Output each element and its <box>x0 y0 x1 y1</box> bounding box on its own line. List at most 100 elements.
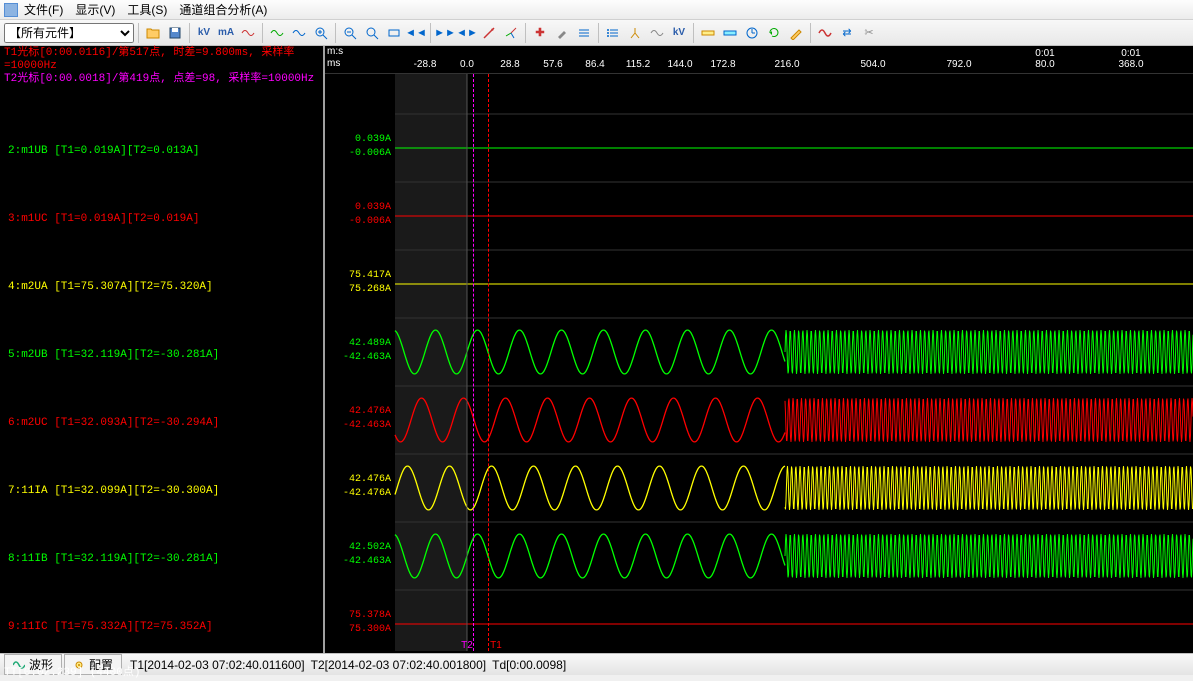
menu-tools[interactable]: 工具(S) <box>127 1 167 18</box>
cursor-t1-line[interactable] <box>488 74 489 651</box>
toolbar-separator <box>810 23 811 43</box>
toolbar-wave1-button[interactable] <box>238 23 258 43</box>
toolbar-zoomin-button[interactable] <box>311 23 331 43</box>
toolbar-ruler2-button[interactable] <box>720 23 740 43</box>
y-label-lo: -42.463A <box>343 352 391 363</box>
toolbar-plus-button[interactable]: ✚ <box>530 23 550 43</box>
status-t2: T2[2014-02-03 07:02:40.001800] <box>311 658 486 672</box>
y-label-hi: 42.476A <box>349 474 391 485</box>
time-tick: 792.0 <box>946 48 971 70</box>
toolbar-list1-button[interactable] <box>574 23 594 43</box>
toolbar-kV2-button[interactable]: kV <box>669 23 689 43</box>
y-label-hi: 42.489A <box>349 338 391 349</box>
menu-view[interactable]: 显示(V) <box>75 1 115 18</box>
y-label-lo: -0.006A <box>349 216 391 227</box>
toolbar-clock-button[interactable] <box>742 23 762 43</box>
channel-label[interactable]: 7:11IA [T1=32.099A][T2=-30.300A] <box>0 457 323 525</box>
toolbar-swap-button[interactable]: ⇄ <box>837 23 857 43</box>
toolbar-right-button[interactable]: ►► <box>435 23 455 43</box>
toolbar-wave3-button[interactable] <box>289 23 309 43</box>
time-axis-unit: m:s ms <box>327 46 343 70</box>
channel-label[interactable]: 2:m1UB [T1=0.019A][T2=0.013A] <box>0 117 323 185</box>
channel-label[interactable]: 8:11IB [T1=32.119A][T2=-30.281A] <box>0 525 323 593</box>
time-tick: 86.4 <box>585 48 604 70</box>
toolbar-folder-button[interactable] <box>143 23 163 43</box>
time-tick: 144.0 <box>667 48 692 70</box>
cursor-t2-line[interactable] <box>473 74 474 651</box>
toolbar-tool-button[interactable] <box>552 23 572 43</box>
toolbar-separator <box>262 23 263 43</box>
menubar: 文件(F) 显示(V) 工具(S) 通道组合分析(A) <box>0 0 1193 20</box>
toolbar-separator <box>335 23 336 43</box>
toolbar-separator <box>598 23 599 43</box>
toolbar-separator <box>525 23 526 43</box>
cursor-t2-tag: T2 <box>461 640 473 651</box>
toolbar-both-button[interactable]: ◄► <box>457 23 477 43</box>
toolbar: 【所有元件】 kVmA◄◄►►◄►✚kV⇄✂ <box>0 20 1193 46</box>
toolbar-zoom1-button[interactable] <box>362 23 382 43</box>
status-td: Td[0:00.0098] <box>492 658 566 672</box>
time-tick: 57.6 <box>543 48 562 70</box>
time-tick: 216.0 <box>774 48 799 70</box>
toolbar-separator <box>189 23 190 43</box>
toolbar-wave2-button[interactable] <box>267 23 287 43</box>
channel-label[interactable]: 3:m1UC [T1=0.019A][T2=0.019A] <box>0 185 323 253</box>
toolbar-wave4-button[interactable] <box>647 23 667 43</box>
waveform-panel: m:s ms -28.8 0.0 28.8 57.6 86.4 115.2 14… <box>323 46 1193 653</box>
time-tick: 0:01368.0 <box>1118 48 1143 70</box>
toolbar-edit-button[interactable] <box>786 23 806 43</box>
y-label-lo: 75.300A <box>349 624 391 635</box>
cursor-t1-info: T1光标[0:00.0116]/第517点, 时差=9.800ms, 采样率=1… <box>4 47 319 73</box>
toolbar-save-button[interactable] <box>165 23 185 43</box>
app-icon <box>4 3 18 17</box>
time-axis: m:s ms -28.8 0.0 28.8 57.6 86.4 115.2 14… <box>325 46 1193 74</box>
time-tick: 28.8 <box>500 48 519 70</box>
toolbar-branch-button[interactable] <box>625 23 645 43</box>
menu-file[interactable]: 文件(F) <box>24 1 63 18</box>
y-label-hi: 0.039A <box>355 134 391 145</box>
y-label-hi: 0.039A <box>355 202 391 213</box>
toolbar-vec-button[interactable] <box>479 23 499 43</box>
y-label-lo: -42.463A <box>343 556 391 567</box>
time-tick: 115.2 <box>626 48 650 70</box>
cursor-t2-info: T2光标[0:00.0018]/第419点, 点差=98, 采样率=10000H… <box>4 73 319 86</box>
channel-list: 2:m1UB [T1=0.019A][T2=0.013A]3:m1UC [T1=… <box>0 87 323 661</box>
toolbar-list2-button[interactable] <box>603 23 623 43</box>
wave-area[interactable]: 0.039A -0.006A 0.039A -0.006A 75.417A 75.268A… <box>325 74 1193 651</box>
time-tick: 504.0 <box>860 48 885 70</box>
toolbar-vec2-button[interactable] <box>501 23 521 43</box>
y-label-lo: -42.463A <box>343 420 391 431</box>
toolbar-refresh-button[interactable] <box>764 23 784 43</box>
toolbar-separator <box>693 23 694 43</box>
time-tick: 172.8 <box>710 48 735 70</box>
workspace: T1光标[0:00.0116]/第517点, 时差=9.800ms, 采样率=1… <box>0 46 1193 653</box>
toolbar-mA-button[interactable]: mA <box>216 23 236 43</box>
toolbar-fit-button[interactable] <box>384 23 404 43</box>
toolbar-scissors-button[interactable]: ✂ <box>859 23 879 43</box>
channel-label[interactable]: 6:m2UC [T1=32.093A][T2=-30.294A] <box>0 389 323 457</box>
component-select[interactable]: 【所有元件】 <box>4 23 134 43</box>
cursor-info: T1光标[0:00.0116]/第517点, 时差=9.800ms, 采样率=1… <box>0 46 323 87</box>
toolbar-ruler-button[interactable] <box>698 23 718 43</box>
toolbar-separator <box>138 23 139 43</box>
cursor-t1-tag: T1 <box>490 640 502 651</box>
y-label-hi: 75.378A <box>349 610 391 621</box>
y-label-lo: -0.006A <box>349 148 391 159</box>
toolbar-zoomout-button[interactable] <box>340 23 360 43</box>
menu-analysis[interactable]: 通道组合分析(A) <box>179 1 267 18</box>
time-tick: 0.0 <box>460 48 474 70</box>
left-footer: TT[0:02.239] (4400点) <box>0 661 323 681</box>
y-label-hi: 75.417A <box>349 270 391 281</box>
time-tick: 0:0180.0 <box>1035 48 1054 70</box>
channel-label[interactable]: 9:11IC [T1=75.332A][T2=75.352A] <box>0 593 323 661</box>
time-tick: -28.8 <box>414 48 437 70</box>
y-label-hi: 42.502A <box>349 542 391 553</box>
wave-svg <box>325 74 1193 651</box>
channel-label[interactable]: 5:m2UB [T1=32.119A][T2=-30.281A] <box>0 321 323 389</box>
channel-label[interactable]: 4:m2UA [T1=75.307A][T2=75.320A] <box>0 253 323 321</box>
toolbar-sine-button[interactable] <box>815 23 835 43</box>
y-label-lo: 75.268A <box>349 284 391 295</box>
toolbar-kV-button[interactable]: kV <box>194 23 214 43</box>
toolbar-left-button[interactable]: ◄◄ <box>406 23 426 43</box>
channel-panel: T1光标[0:00.0116]/第517点, 时差=9.800ms, 采样率=1… <box>0 46 323 653</box>
